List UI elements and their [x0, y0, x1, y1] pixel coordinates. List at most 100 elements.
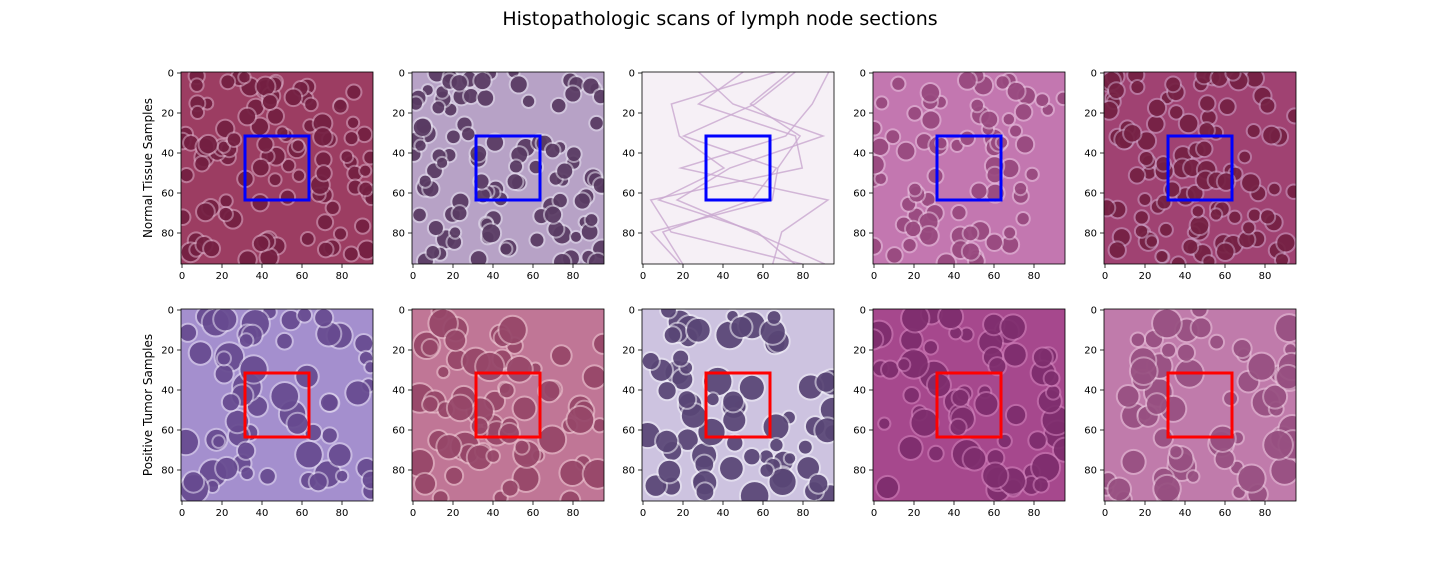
highlight-box [935, 134, 1003, 202]
y-tick-label: 80 [161, 466, 174, 477]
x-tick-label: 80 [1028, 508, 1041, 519]
y-tick-label: 0 [1091, 69, 1097, 80]
y-tick-label: 40 [392, 149, 405, 160]
y-tick-label: 0 [1091, 306, 1097, 317]
highlight-box [243, 371, 311, 439]
y-tick-label: 40 [1084, 149, 1097, 160]
y-tick-label: 40 [161, 149, 174, 160]
x-tick-label: 60 [527, 271, 540, 282]
highlight-box [1166, 371, 1234, 439]
image-panel-tumor-4: 0 20 40 60 80 0 20 40 60 80 [853, 306, 1066, 519]
image-panel-tumor-2: 0 20 40 60 80 0 20 40 60 80 [392, 306, 605, 519]
x-tick-label: 40 [717, 508, 730, 519]
x-tick-label: 40 [717, 271, 730, 282]
x-tick-label: 60 [296, 271, 309, 282]
x-tick-label: 0 [179, 508, 185, 519]
x-tick-label: 20 [216, 271, 229, 282]
x-tick-label: 20 [1139, 508, 1152, 519]
y-tick-label: 80 [1084, 466, 1097, 477]
y-tick-label: 40 [622, 149, 635, 160]
y-tick-label: 60 [622, 426, 635, 437]
x-tick-label: 80 [1259, 271, 1272, 282]
x-tick-label: 20 [1139, 271, 1152, 282]
y-tick-label: 20 [1084, 109, 1097, 120]
y-tick-label: 20 [622, 109, 635, 120]
x-tick-label: 80 [1259, 508, 1272, 519]
x-tick-label: 40 [1179, 271, 1192, 282]
x-tick-label: 40 [256, 271, 269, 282]
x-tick-label: 20 [677, 508, 690, 519]
y-tick-label: 0 [168, 306, 174, 317]
x-tick-label: 0 [1102, 508, 1108, 519]
x-tick-label: 20 [908, 508, 921, 519]
x-tick-label: 20 [908, 271, 921, 282]
y-tick-label: 80 [392, 466, 405, 477]
y-tick-label: 60 [392, 426, 405, 437]
highlight-box [704, 371, 772, 439]
image-panel-normal-2: 0 20 40 60 80 0 20 40 60 80 [392, 69, 605, 282]
y-tick-label: 60 [1084, 189, 1097, 200]
tissue-image [1104, 309, 1296, 501]
image-panel-normal-4: 0 20 40 60 80 0 20 40 60 80 [853, 69, 1066, 282]
tissue-image [412, 309, 604, 501]
x-tick-label: 40 [256, 508, 269, 519]
y-tick-label: 80 [1084, 229, 1097, 240]
x-tick-label: 60 [988, 508, 1001, 519]
y-tick-label: 0 [860, 69, 866, 80]
y-tick-label: 20 [161, 346, 174, 357]
x-tick-label: 0 [179, 271, 185, 282]
image-panel-normal-3: 0 20 40 60 80 0 20 40 60 80 [622, 69, 835, 282]
y-tick-label: 40 [853, 386, 866, 397]
y-tick-label: 60 [392, 189, 405, 200]
x-tick-label: 80 [567, 508, 580, 519]
y-tick-label: 20 [392, 109, 405, 120]
image-panel-normal-5: 0 20 40 60 80 0 20 40 60 80 [1084, 69, 1297, 282]
x-tick-label: 20 [216, 508, 229, 519]
y-tick-label: 40 [622, 386, 635, 397]
tissue-image [642, 309, 834, 501]
y-tick-label: 20 [392, 346, 405, 357]
y-tick-label: 0 [629, 69, 635, 80]
y-tick-label: 60 [622, 189, 635, 200]
tissue-image [1104, 72, 1296, 264]
row-label: Normal Tissue Samples [141, 98, 155, 238]
x-tick-label: 60 [757, 508, 770, 519]
y-tick-label: 40 [161, 386, 174, 397]
x-tick-label: 0 [871, 271, 877, 282]
x-tick-label: 0 [640, 508, 646, 519]
y-tick-label: 0 [399, 69, 405, 80]
tissue-image [642, 72, 834, 264]
image-panel-tumor-3: 0 20 40 60 80 0 20 40 60 80 [622, 306, 835, 519]
row-label: Positive Tumor Samples [141, 334, 155, 476]
y-tick-label: 80 [161, 229, 174, 240]
x-tick-label: 80 [336, 271, 349, 282]
x-tick-label: 40 [1179, 508, 1192, 519]
y-tick-label: 40 [1084, 386, 1097, 397]
y-tick-label: 20 [622, 346, 635, 357]
y-tick-label: 60 [161, 426, 174, 437]
x-tick-label: 0 [1102, 271, 1108, 282]
x-tick-label: 60 [296, 508, 309, 519]
y-tick-label: 60 [853, 189, 866, 200]
chart-title: Histopathologic scans of lymph node sect… [502, 8, 938, 30]
x-tick-label: 40 [487, 271, 500, 282]
x-tick-label: 80 [797, 508, 810, 519]
tissue-image [873, 309, 1065, 501]
tissue-image [181, 309, 373, 501]
y-tick-label: 40 [853, 149, 866, 160]
x-tick-label: 60 [1219, 508, 1232, 519]
x-tick-label: 40 [948, 271, 961, 282]
y-tick-label: 0 [399, 306, 405, 317]
y-tick-label: 20 [853, 109, 866, 120]
x-tick-label: 20 [447, 508, 460, 519]
image-panel-normal-1: 0 20 40 60 80 0 20 40 60 80 [161, 69, 374, 282]
x-tick-label: 0 [640, 271, 646, 282]
y-tick-label: 80 [622, 466, 635, 477]
y-tick-label: 80 [853, 229, 866, 240]
x-tick-label: 80 [1028, 271, 1041, 282]
tissue-image [412, 72, 604, 264]
y-tick-label: 0 [860, 306, 866, 317]
highlight-box [474, 371, 542, 439]
y-tick-label: 80 [622, 229, 635, 240]
